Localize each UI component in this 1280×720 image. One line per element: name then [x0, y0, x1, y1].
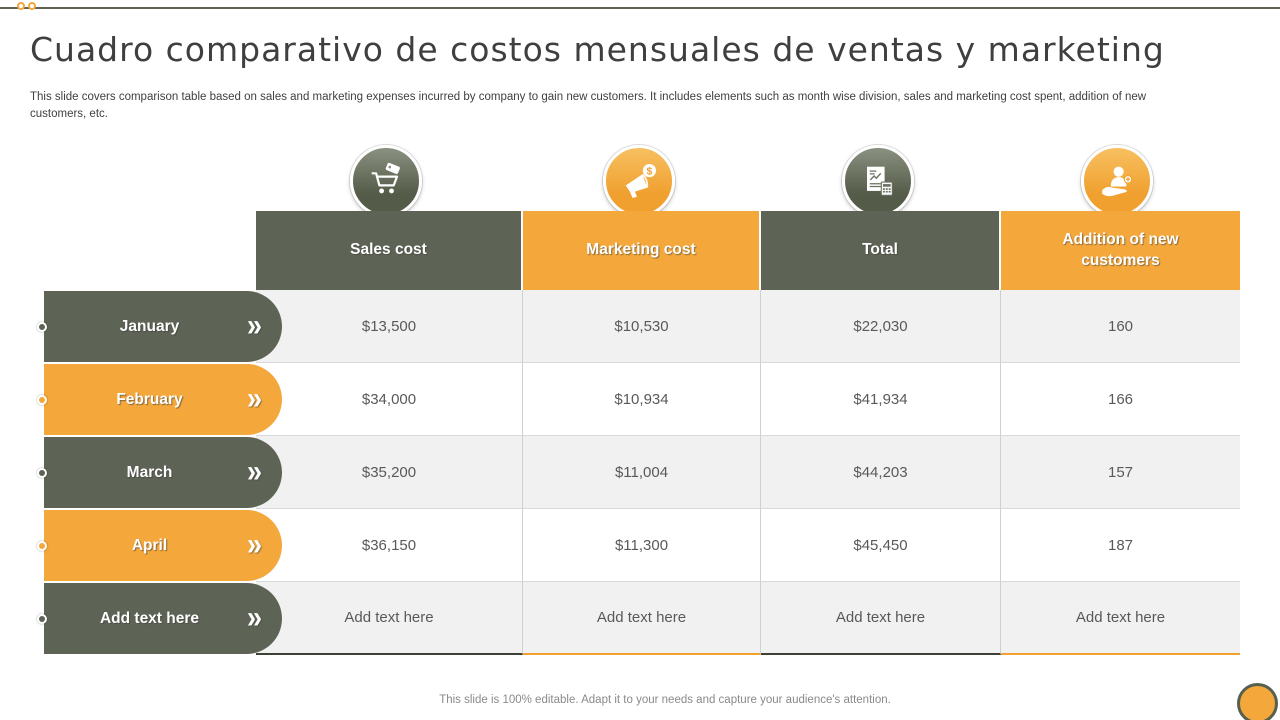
- svg-text:$: $: [647, 166, 653, 177]
- pill-ring-icon: [37, 321, 47, 332]
- shopping-cart-icon: [364, 159, 408, 203]
- row-pill-label: February: [116, 390, 183, 408]
- table-cell-february-sales-cost: $34,000: [256, 363, 523, 436]
- table-cell-add-text-here-marketing-cost[interactable]: Add text here: [523, 582, 761, 655]
- top-ring-icon: [17, 2, 25, 10]
- table-cell-april-marketing-cost: $11,300: [523, 509, 761, 582]
- column-badge-sales-cost: [350, 145, 422, 217]
- row-pill-label: March: [126, 463, 173, 481]
- row-pill-february: February »: [37, 364, 282, 435]
- row-pill-march: March »: [37, 437, 282, 508]
- double-chevron-icon: »: [246, 599, 262, 634]
- table-cell-january-marketing-cost: $10,530: [523, 290, 761, 363]
- table-cell-february-addition-of-new-customers: 166: [1001, 363, 1240, 436]
- table-cell-january-total: $22,030: [761, 290, 1001, 363]
- double-chevron-icon: »: [246, 380, 262, 415]
- row-pill-april: April »: [37, 510, 282, 581]
- double-chevron-icon: »: [246, 453, 262, 488]
- column-badge-marketing-cost: $: [603, 145, 675, 217]
- table-cell-january-addition-of-new-customers: 160: [1001, 290, 1240, 363]
- comparison-table: Sales cost Marketing cost Total Addition of…: [256, 211, 1240, 655]
- top-divider-line: [0, 7, 1280, 9]
- table-cell-march-sales-cost: $35,200: [256, 436, 523, 509]
- top-ring-icon: [28, 2, 36, 10]
- row-pill-add-text-here[interactable]: Add text here »: [37, 583, 282, 654]
- row-pill-label: January: [119, 317, 180, 335]
- column-header-total: Total: [761, 211, 1001, 290]
- invoice-calculator-icon: [856, 159, 900, 203]
- column-header-addition-of-new-customers: Addition of new customers: [1001, 211, 1240, 290]
- page-title: Cuadro comparativo de costos mensuales d…: [30, 30, 1165, 69]
- table-cell-january-sales-cost: $13,500: [256, 290, 523, 363]
- table-cell-april-total: $45,450: [761, 509, 1001, 582]
- table-cell-april-sales-cost: $36,150: [256, 509, 523, 582]
- table-cell-february-marketing-cost: $10,934: [523, 363, 761, 436]
- column-badge-total: [842, 145, 914, 217]
- table-cell-march-total: $44,203: [761, 436, 1001, 509]
- row-pill-label: Add text here: [99, 609, 200, 627]
- row-pill-january: January »: [37, 291, 282, 362]
- slide-description: This slide covers comparison table based…: [30, 91, 1147, 120]
- double-chevron-icon: »: [246, 307, 262, 342]
- hand-customer-icon: [1095, 159, 1139, 203]
- table-cell-add-text-here-sales-cost[interactable]: Add text here: [256, 582, 523, 655]
- table-cell-april-addition-of-new-customers: 187: [1001, 509, 1240, 582]
- table-cell-add-text-here-total[interactable]: Add text here: [761, 582, 1001, 655]
- table-cell-march-marketing-cost: $11,004: [523, 436, 761, 509]
- megaphone-dollar-icon: $: [617, 159, 661, 203]
- pill-ring-icon: [37, 394, 47, 405]
- pill-ring-icon: [37, 613, 47, 624]
- pill-ring-icon: [37, 540, 47, 551]
- column-header-marketing-cost: Marketing cost: [523, 211, 761, 290]
- column-header-sales-cost: Sales cost: [256, 211, 523, 290]
- corner-circle-decoration: [1237, 683, 1278, 720]
- table-cell-add-text-here-addition-of-new-customers[interactable]: Add text here: [1001, 582, 1240, 655]
- row-pill-label: April: [131, 536, 168, 554]
- double-chevron-icon: »: [246, 526, 262, 561]
- pill-ring-icon: [37, 467, 47, 478]
- table-cell-february-total: $41,934: [761, 363, 1001, 436]
- column-badge-addition-of-new-customers: [1081, 145, 1153, 217]
- footer-note: This slide is 100% editable. Adapt it to…: [439, 694, 891, 706]
- table-cell-march-addition-of-new-customers: 157: [1001, 436, 1240, 509]
